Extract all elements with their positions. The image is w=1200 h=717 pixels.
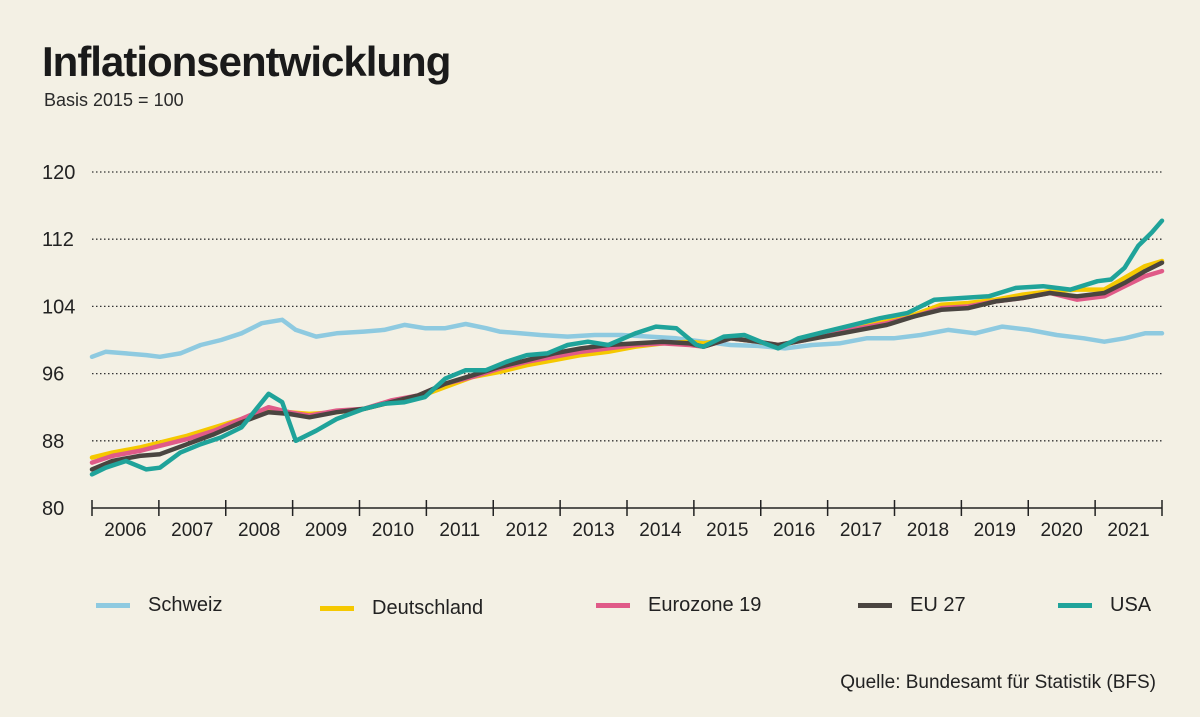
legend-item-eurozone-19: Eurozone 19 (596, 594, 761, 617)
y-tick-label-112: 112 (42, 229, 74, 251)
chart-title: Inflationsentwicklung (42, 38, 451, 85)
source-note: Quelle: Bundesamt für Statistik (BFS) (840, 672, 1156, 693)
series-line-schweiz (89, 317, 1165, 360)
x-tick-label-2009: 2009 (305, 520, 347, 541)
legend-item-schweiz: Schweiz (96, 594, 222, 617)
legend-swatch-deutschland (320, 606, 354, 611)
legend-label-eu-27: EU 27 (910, 594, 966, 616)
y-tick-label-104: 104 (42, 296, 75, 318)
x-tick-label-2021: 2021 (1107, 520, 1149, 541)
x-tick-label-2020: 2020 (1041, 520, 1083, 541)
legend-swatch-schweiz (96, 603, 130, 608)
series-line-usa (89, 218, 1165, 477)
y-tick-label-80: 80 (42, 498, 64, 520)
y-tick-label-120: 120 (42, 162, 75, 184)
x-tick-label-2019: 2019 (974, 520, 1016, 541)
legend-swatch-usa (1058, 603, 1092, 608)
legend-swatch-eu-27 (858, 603, 892, 608)
y-tick-label-88: 88 (42, 431, 64, 453)
x-tick-label-2010: 2010 (372, 520, 414, 541)
y-tick-label-96: 96 (42, 364, 64, 386)
legend-label-deutschland: Deutschland (372, 597, 484, 619)
x-tick-label-2007: 2007 (171, 520, 213, 541)
legend-label-usa: USA (1110, 594, 1152, 616)
x-tick-label-2011: 2011 (439, 520, 480, 541)
x-tick-label-2014: 2014 (639, 520, 682, 541)
x-tick-label-2018: 2018 (907, 520, 949, 541)
legend-label-schweiz: Schweiz (148, 594, 223, 616)
chart-subtitle: Basis 2015 = 100 (44, 90, 184, 110)
x-tick-label-2017: 2017 (840, 520, 882, 541)
x-tick-label-2013: 2013 (572, 520, 614, 541)
series-line-eu-27 (89, 260, 1165, 472)
legend-item-usa: USA (1058, 594, 1151, 617)
legend-item-deutschland: Deutschland (320, 597, 483, 620)
legend-label-eurozone-19: Eurozone 19 (648, 594, 762, 616)
legend-item-eu-27: EU 27 (858, 594, 966, 617)
x-tick-label-2012: 2012 (506, 520, 548, 541)
x-tick-label-2006: 2006 (104, 520, 146, 541)
legend-swatch-eurozone-19 (596, 603, 630, 608)
x-tick-label-2016: 2016 (773, 520, 815, 541)
x-tick-label-2015: 2015 (706, 520, 748, 541)
x-tick-label-2008: 2008 (238, 520, 280, 541)
